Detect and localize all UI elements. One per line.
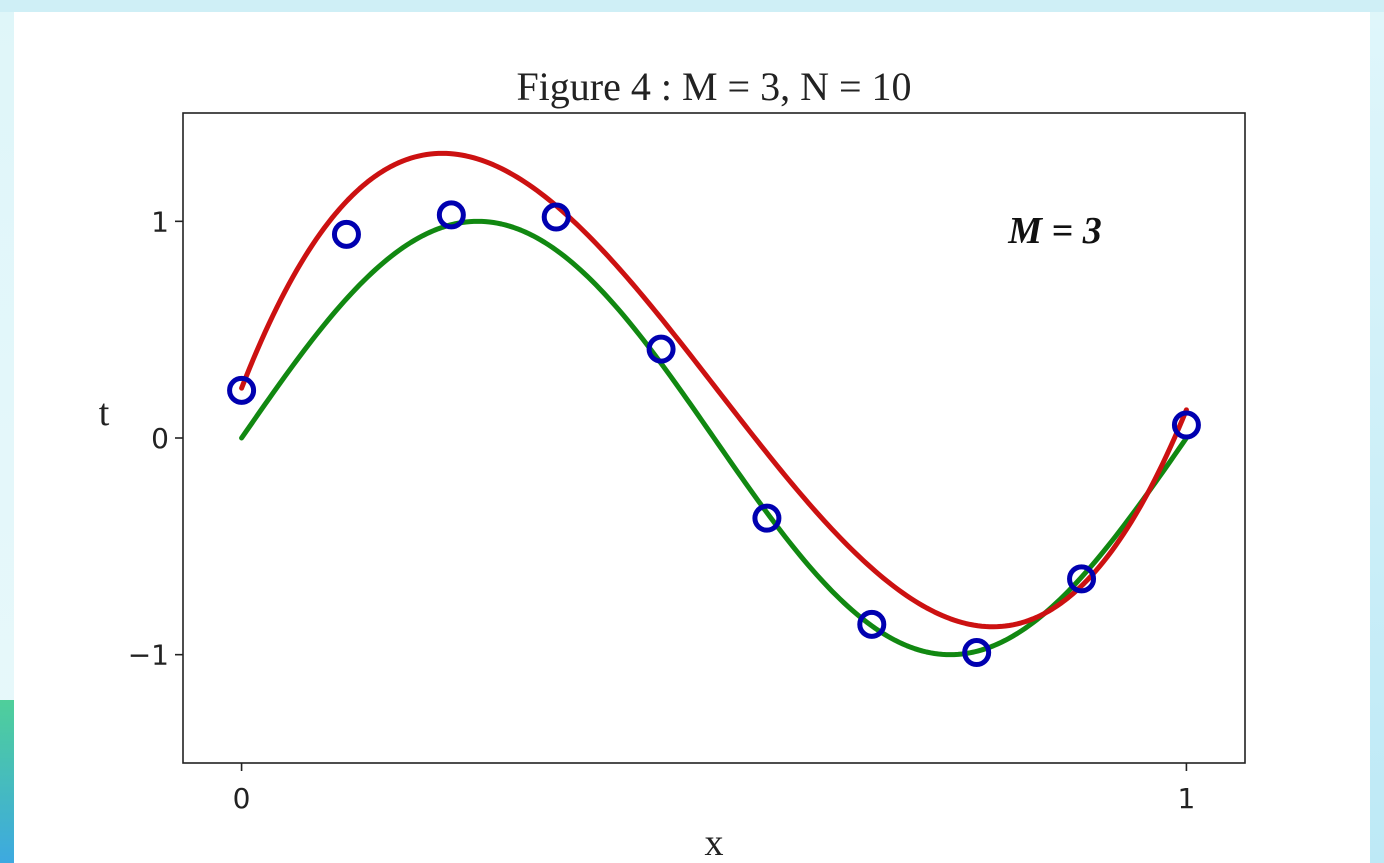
data-point xyxy=(962,638,992,667)
y-tick-label: 0 xyxy=(151,422,169,455)
data-point xyxy=(752,503,782,533)
data-point xyxy=(436,200,466,230)
y-axis-label: t xyxy=(99,392,110,434)
y-ticks: −1 0 1 xyxy=(128,205,183,672)
data-point xyxy=(646,334,676,364)
chart-title: Figure 4 : M = 3, N = 10 xyxy=(516,64,911,109)
background-accent-right xyxy=(1370,20,1384,863)
true-function-curve xyxy=(239,218,1189,658)
data-point xyxy=(541,202,571,232)
curve-layer xyxy=(239,150,1189,658)
y-tick-label: −1 xyxy=(128,639,169,672)
data-point xyxy=(1171,410,1201,440)
point-layer xyxy=(227,200,1201,667)
data-point xyxy=(857,609,887,639)
y-tick-label: 1 xyxy=(151,205,169,238)
data-point xyxy=(1067,564,1097,594)
data-point xyxy=(227,375,257,405)
polynomial-fit-curve xyxy=(239,150,1189,630)
background-band-top xyxy=(0,0,1384,12)
annotation-label: M = 3 xyxy=(1007,210,1101,252)
x-tick-label: 1 xyxy=(1178,782,1196,815)
x-tick-label: 0 xyxy=(233,782,251,815)
data-point xyxy=(331,219,361,249)
background-accent-left xyxy=(0,700,14,863)
x-axis-label: x xyxy=(705,822,724,863)
